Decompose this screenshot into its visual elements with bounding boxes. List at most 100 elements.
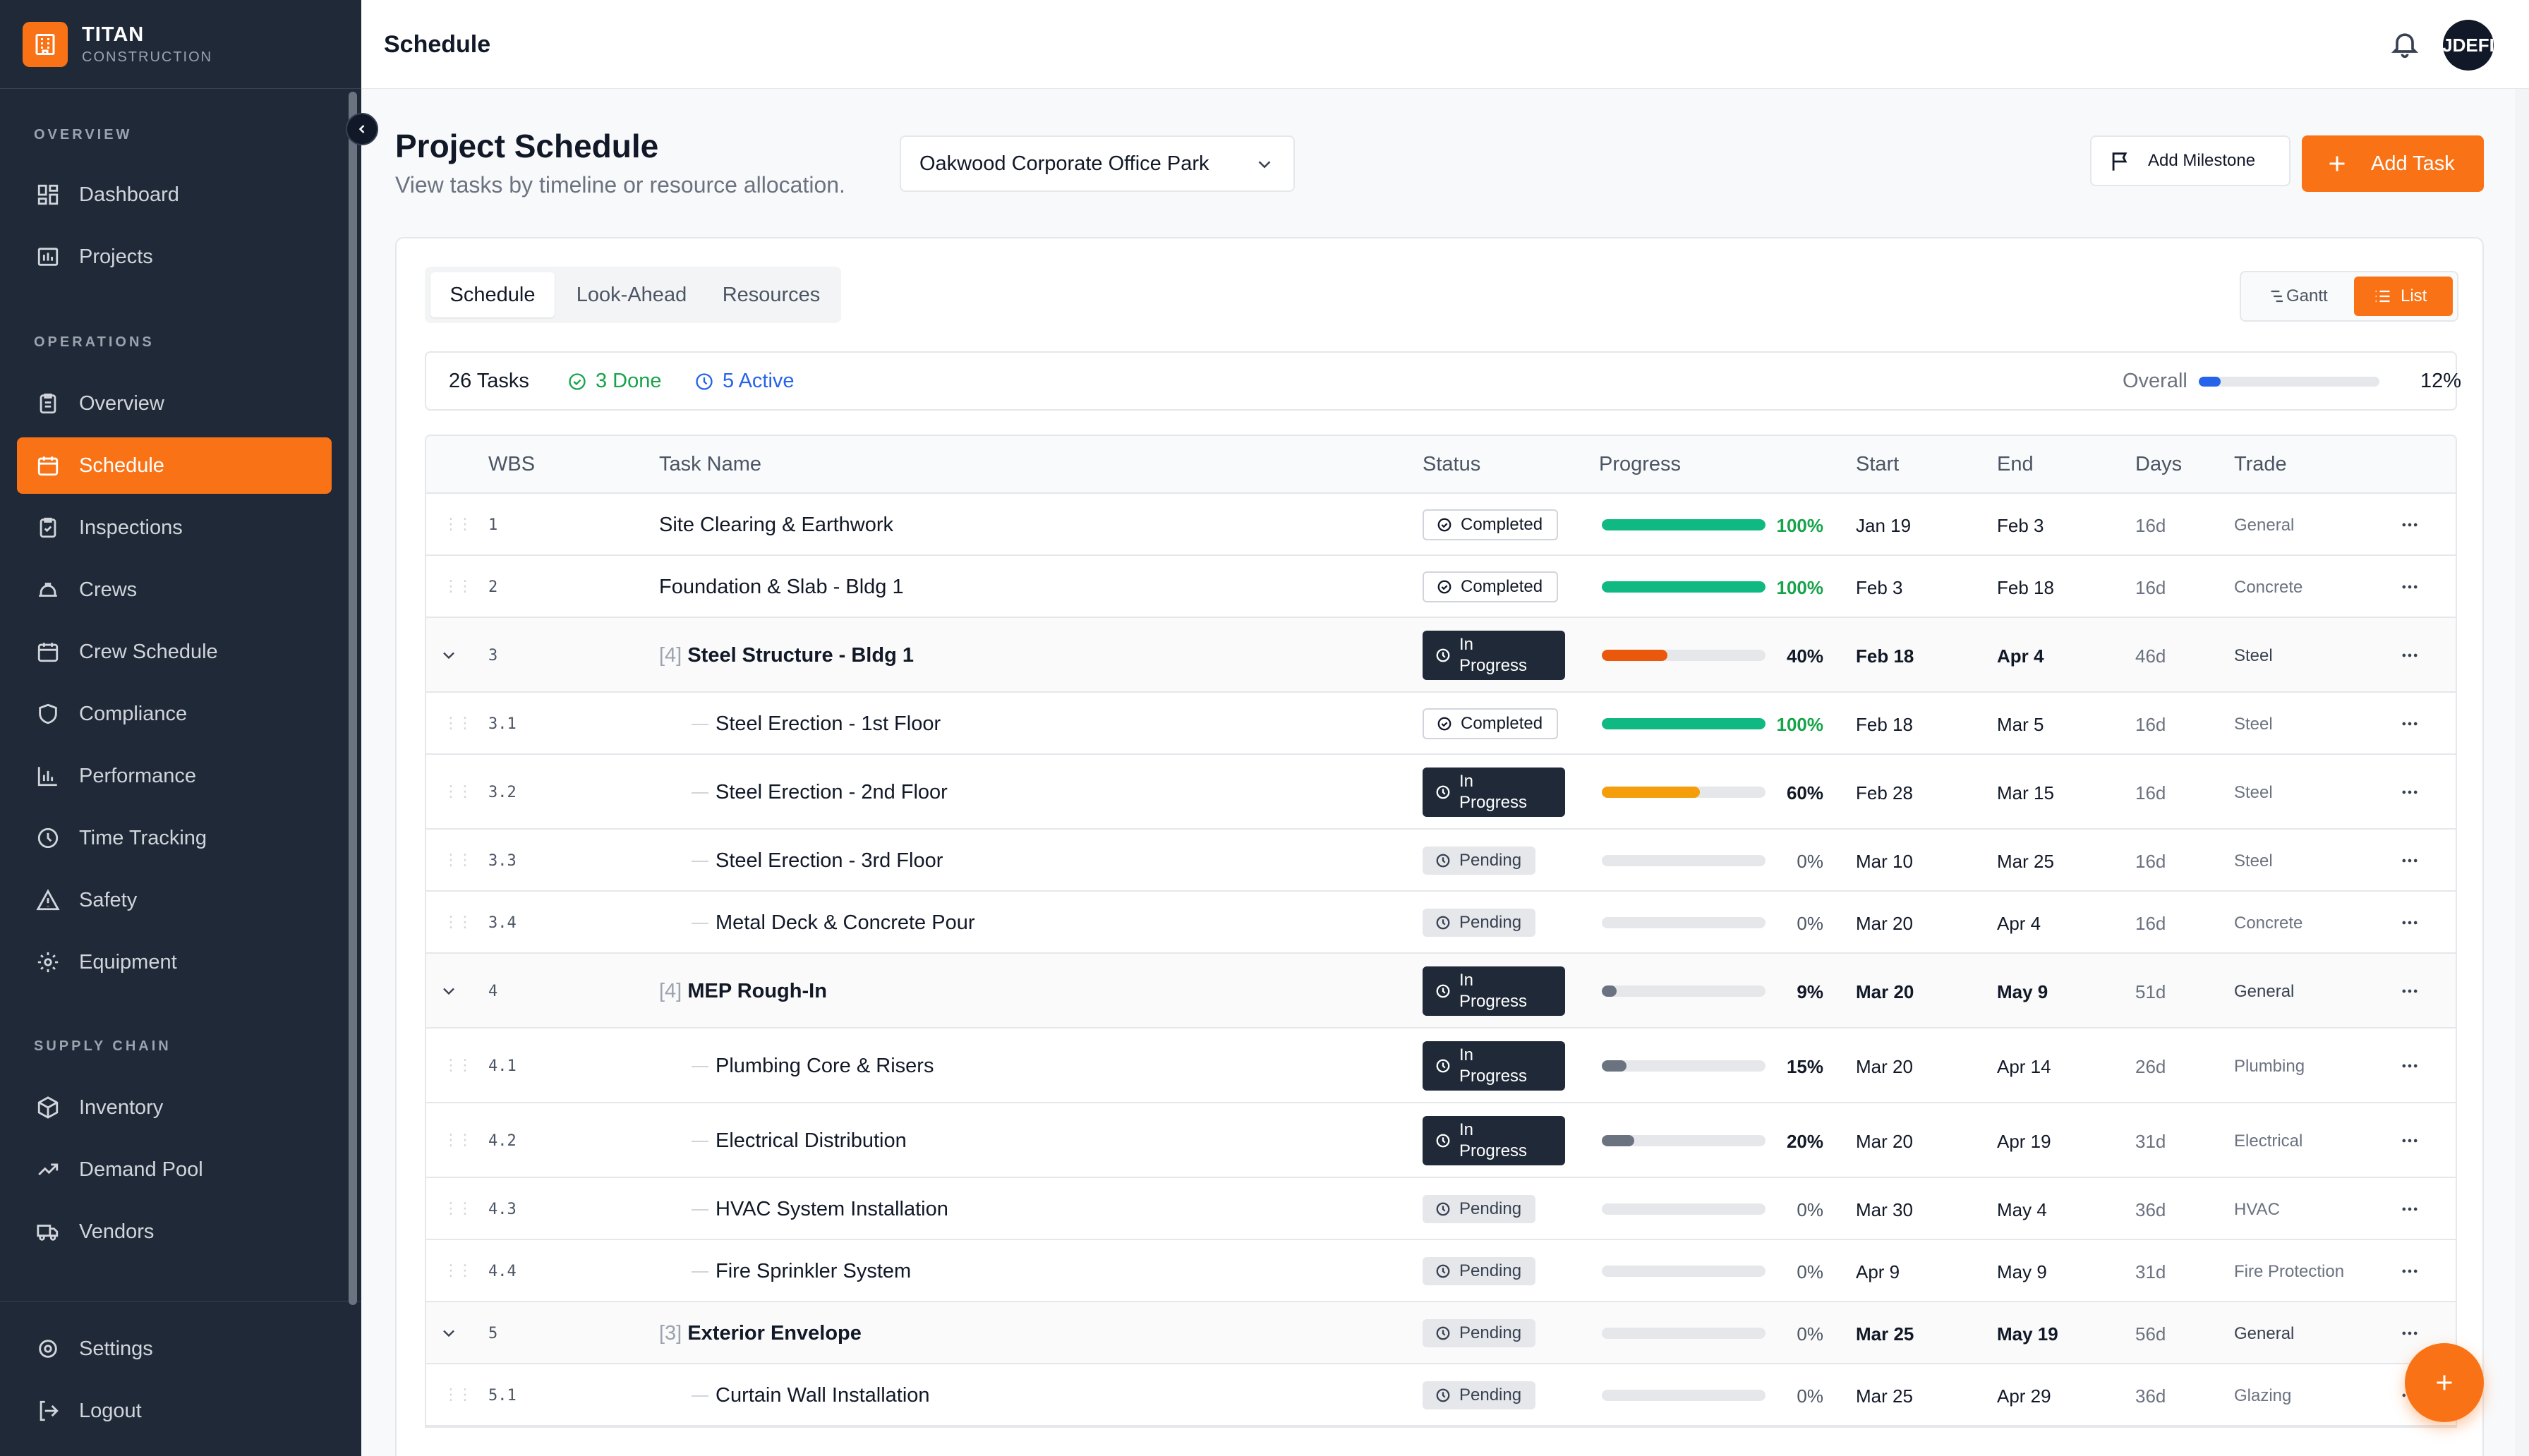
table-row[interactable]: ⋮⋮ 3.4 Metal Deck & Concrete Pour Pending 0%… [426, 892, 2456, 954]
sidebar-item-inventory[interactable]: Inventory [17, 1079, 332, 1136]
more-options-icon[interactable] [2399, 714, 2420, 734]
chevron-down-icon[interactable] [439, 981, 459, 1001]
table-row[interactable]: ⋮⋮ 5.1 Curtain Wall Installation Pending 0% M… [426, 1364, 2456, 1426]
sidebar-item-equipment[interactable]: Equipment [17, 934, 332, 990]
table-row[interactable]: ⋮⋮ 4.1 Plumbing Core & Risers In Progress 15%… [426, 1029, 2456, 1103]
table-row[interactable]: ⋮⋮ 3.1 Steel Erection - 1st Floor Completed… [426, 693, 2456, 755]
main-scrollbar[interactable] [2515, 89, 2529, 1456]
duration: 36d [2135, 1385, 2166, 1407]
sidebar-item-settings[interactable]: Settings [17, 1321, 332, 1377]
sidebar-item-vendors[interactable]: Vendors [17, 1203, 332, 1260]
task-name[interactable]: Metal Deck & Concrete Pour [716, 911, 974, 935]
table-row[interactable]: ⋮⋮ 3.3 Steel Erection - 3rd Floor Pending 0%… [426, 830, 2456, 892]
more-options-icon[interactable] [2399, 1131, 2420, 1151]
chevron-down-icon[interactable] [439, 645, 459, 665]
drag-handle-icon[interactable]: ⋮⋮ [443, 714, 473, 732]
drag-handle-icon[interactable]: ⋮⋮ [443, 515, 473, 533]
sidebar-item-crews[interactable]: Crews [17, 562, 332, 618]
more-options-icon[interactable] [2399, 782, 2420, 802]
drag-handle-icon[interactable]: ⋮⋮ [443, 913, 473, 930]
task-name[interactable]: Steel Erection - 1st Floor [716, 712, 941, 736]
sidebar-item-performance[interactable]: Performance [17, 748, 332, 804]
clock-icon [1435, 1263, 1451, 1284]
col-wbs[interactable]: WBS [488, 453, 536, 475]
sidebar-item-crew-schedule[interactable]: Crew Schedule [17, 624, 332, 680]
bell-icon[interactable] [2389, 28, 2420, 63]
table-row[interactable]: 3 [4] Steel Structure - Bldg 1 In Progress 4… [426, 618, 2456, 693]
list-view-button[interactable]: List [2354, 277, 2453, 316]
sidebar-collapse-button[interactable] [346, 113, 378, 145]
col-task-name[interactable]: Task Name [659, 453, 762, 475]
sidebar-item-schedule[interactable]: Schedule [17, 437, 332, 494]
table-row[interactable]: ⋮⋮ 1 Site Clearing & Earthwork Completed 100… [426, 494, 2456, 556]
tab-look-ahead[interactable]: Look-Ahead [576, 283, 687, 306]
more-options-icon[interactable] [2399, 515, 2420, 535]
task-name[interactable]: [4] MEP Rough-In [659, 980, 827, 1003]
col-trade[interactable]: Trade [2234, 453, 2287, 475]
more-options-icon[interactable] [2399, 577, 2420, 597]
add-task-button[interactable]: Add Task [2302, 135, 2484, 192]
col-start[interactable]: Start [1856, 453, 1900, 475]
sidebar-item-inspections[interactable]: Inspections [17, 499, 332, 556]
task-name[interactable]: Steel Erection - 3rd Floor [716, 849, 943, 873]
tab-schedule[interactable]: Schedule [430, 272, 555, 317]
sidebar-item-overview[interactable]: Overview [17, 375, 332, 432]
chevron-down-icon[interactable] [439, 1323, 459, 1343]
sidebar-item-demand-pool[interactable]: Demand Pool [17, 1141, 332, 1198]
more-options-icon[interactable] [2399, 913, 2420, 933]
task-name[interactable]: Plumbing Core & Risers [716, 1055, 934, 1078]
table-row[interactable]: 4 [4] MEP Rough-In In Progress 9% Mar 20 May 9… [426, 954, 2456, 1029]
task-name[interactable]: Site Clearing & Earthwork [659, 514, 893, 537]
task-name[interactable]: Curtain Wall Installation [716, 1384, 930, 1407]
more-options-icon[interactable] [2399, 981, 2420, 1001]
brand[interactable]: TITAN CONSTRUCTION [0, 0, 361, 89]
sidebar-item-safety[interactable]: Safety [17, 872, 332, 928]
project-select[interactable]: Oakwood Corporate Office Park [900, 135, 1295, 192]
task-name[interactable]: Fire Sprinkler System [716, 1260, 911, 1283]
more-options-icon[interactable] [2399, 1261, 2420, 1281]
more-options-icon[interactable] [2399, 645, 2420, 665]
sidebar-item-dashboard[interactable]: Dashboard [17, 166, 332, 223]
table-row[interactable]: ⋮⋮ 4.2 Electrical Distribution In Progress 20… [426, 1103, 2456, 1178]
task-name[interactable]: [3] Exterior Envelope [659, 1322, 862, 1345]
table-row[interactable]: ⋮⋮ 4.4 Fire Sprinkler System Pending 0% Apr 9… [426, 1240, 2456, 1302]
drag-handle-icon[interactable]: ⋮⋮ [443, 782, 473, 800]
task-name[interactable]: Steel Erection - 2nd Floor [716, 781, 948, 804]
tree-connector [692, 1271, 708, 1273]
drag-handle-icon[interactable]: ⋮⋮ [443, 1385, 473, 1403]
task-name[interactable]: Foundation & Slab - Bldg 1 [659, 576, 904, 599]
drag-handle-icon[interactable]: ⋮⋮ [443, 851, 473, 868]
more-options-icon[interactable] [2399, 1056, 2420, 1076]
more-options-icon[interactable] [2399, 1199, 2420, 1219]
table-row[interactable]: ⋮⋮ 4.3 HVAC System Installation Pending 0% Ma… [426, 1178, 2456, 1240]
add-milestone-button[interactable]: Add Milestone [2090, 135, 2290, 186]
drag-handle-icon[interactable]: ⋮⋮ [443, 1056, 473, 1074]
col-days[interactable]: Days [2135, 453, 2183, 475]
task-name[interactable]: Electrical Distribution [716, 1129, 907, 1153]
drag-handle-icon[interactable]: ⋮⋮ [443, 1131, 473, 1148]
sidebar-item-projects[interactable]: Projects [17, 229, 332, 285]
floating-add-button[interactable] [2405, 1343, 2484, 1422]
more-options-icon[interactable] [2399, 1323, 2420, 1343]
wbs-code: 3.4 [488, 914, 517, 932]
more-options-icon[interactable] [2399, 851, 2420, 870]
drag-handle-icon[interactable]: ⋮⋮ [443, 1261, 473, 1279]
status-badge: Completed [1423, 571, 1559, 602]
drag-handle-icon[interactable]: ⋮⋮ [443, 577, 473, 595]
tab-resources[interactable]: Resources [722, 283, 821, 306]
sidebar-item-compliance[interactable]: Compliance [17, 686, 332, 742]
sidebar-item-logout[interactable]: Logout [17, 1383, 332, 1439]
col-end[interactable]: End [1997, 453, 2034, 475]
gantt-view-button[interactable]: Gantt [2255, 277, 2354, 316]
avatar[interactable]: JDEFI [2443, 20, 2494, 71]
drag-handle-icon[interactable]: ⋮⋮ [443, 1199, 473, 1217]
task-name[interactable]: [4] Steel Structure - Bldg 1 [659, 644, 914, 667]
table-row[interactable]: 5 [3] Exterior Envelope Pending 0% Mar 25 May… [426, 1302, 2456, 1364]
task-name[interactable]: HVAC System Installation [716, 1198, 948, 1221]
table-row[interactable]: ⋮⋮ 2 Foundation & Slab - Bldg 1 Completed 10… [426, 556, 2456, 618]
col-progress[interactable]: Progress [1599, 453, 1682, 475]
sidebar-item-time-tracking[interactable]: Time Tracking [17, 810, 332, 866]
table-row[interactable]: ⋮⋮ 3.2 Steel Erection - 2nd Floor In Progres… [426, 755, 2456, 830]
col-status[interactable]: Status [1423, 453, 1481, 475]
sidebar-scrollbar[interactable] [349, 92, 357, 1305]
